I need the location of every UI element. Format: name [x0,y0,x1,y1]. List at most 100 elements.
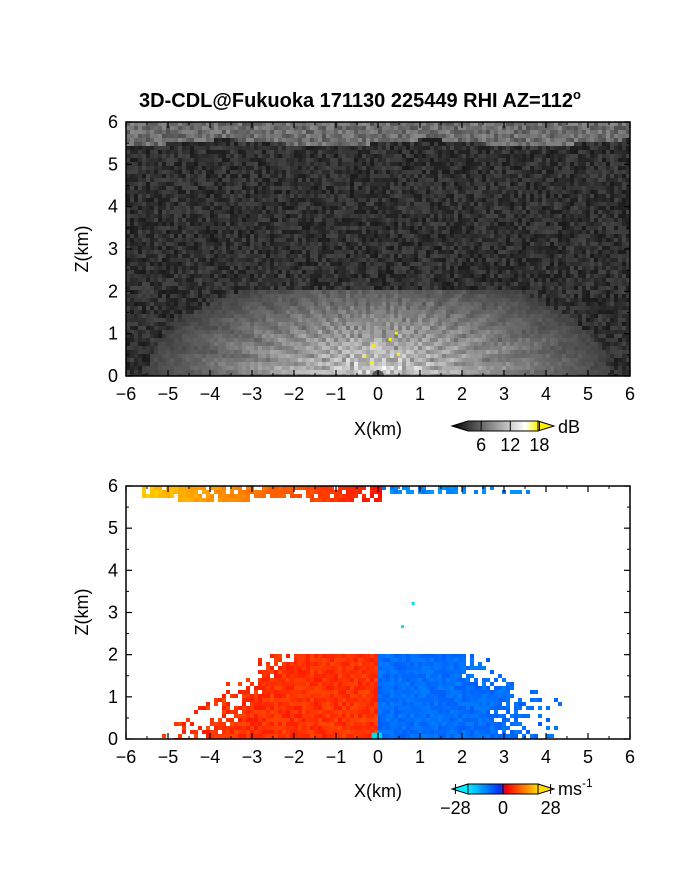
reflectivity-cell [618,210,622,214]
reflectivity-cell [142,154,146,158]
reflectivity-cell [202,126,206,130]
reflectivity-cell [322,226,326,230]
reflectivity-cell [446,158,450,162]
reflectivity-cell [486,174,490,178]
reflectivity-cell [586,230,590,234]
reflectivity-cell [518,130,522,134]
reflectivity-cell [446,206,450,210]
reflectivity-cell [242,278,246,282]
reflectivity-cell [162,246,166,250]
reflectivity-cell [570,250,574,254]
reflectivity-cell [298,150,302,154]
reflectivity-cell [394,186,398,190]
reflectivity-cell [206,234,210,238]
reflectivity-cell [466,270,470,274]
reflectivity-cell [462,202,466,206]
reflectivity-cell [146,162,150,166]
reflectivity-cell [334,130,338,134]
reflectivity-cell [250,182,254,186]
reflectivity-cell [586,142,590,146]
reflectivity-cell [282,174,286,178]
reflectivity-cell [242,158,246,162]
reflectivity-cell [366,182,370,186]
reflectivity-cell [514,190,518,194]
reflectivity-cell [246,178,250,182]
reflectivity-cell [270,178,274,182]
reflectivity-cell [330,206,334,210]
reflectivity-cell [178,262,182,266]
reflectivity-cell [458,266,462,270]
reflectivity-cell [166,158,170,162]
reflectivity-heatmap [126,122,630,376]
reflectivity-cell [582,134,586,138]
reflectivity-cell [398,278,402,282]
reflectivity-cell [602,178,606,182]
reflectivity-cell [426,266,430,270]
reflectivity-cell [454,210,458,214]
reflectivity-cell [414,274,418,278]
reflectivity-cell [266,146,270,150]
reflectivity-cell [258,190,262,194]
reflectivity-cell [258,206,262,210]
reflectivity-cell [494,202,498,206]
reflectivity-cell [194,246,198,250]
reflectivity-cell [398,238,402,242]
reflectivity-cell [134,174,138,178]
reflectivity-cell [138,142,142,146]
reflectivity-cell [178,154,182,158]
reflectivity-cell [330,182,334,186]
reflectivity-cell [454,146,458,150]
reflectivity-cell [226,122,230,126]
reflectivity-cell [474,250,478,254]
reflectivity-cell [502,206,506,210]
reflectivity-cell [222,234,226,238]
reflectivity-cell [246,250,250,254]
reflectivity-cell [430,194,434,198]
reflectivity-cell [314,202,318,206]
reflectivity-cell [394,234,398,238]
reflectivity-cell [446,130,450,134]
reflectivity-cell [210,258,214,262]
reflectivity-cell [594,234,598,238]
reflectivity-cell [178,190,182,194]
reflectivity-cell [270,234,274,238]
reflectivity-cell [510,150,514,154]
reflectivity-cell [218,266,222,270]
reflectivity-cell [490,242,494,246]
reflectivity-cell [366,130,370,134]
reflectivity-cell [434,238,438,242]
reflectivity-cell [370,258,374,262]
reflectivity-cell [322,258,326,262]
reflectivity-cell [586,226,590,230]
reflectivity-cell [218,218,222,222]
reflectivity-cell [574,174,578,178]
reflectivity-cell [390,178,394,182]
reflectivity-cell [274,130,278,134]
reflectivity-cell [326,190,330,194]
reflectivity-cell [366,262,370,266]
reflectivity-cell [214,202,218,206]
reflectivity-cell [618,246,622,250]
reflectivity-cell [270,254,274,258]
reflectivity-cell [198,262,202,266]
reflectivity-cell [422,170,426,174]
reflectivity-cell [154,250,158,254]
reflectivity-cell [226,274,230,278]
reflectivity-cell [202,234,206,238]
reflectivity-cell [506,146,510,150]
reflectivity-cell [134,266,138,270]
reflectivity-cell [342,266,346,270]
reflectivity-cell [502,190,506,194]
reflectivity-cell [146,222,150,226]
reflectivity-cell [562,230,566,234]
reflectivity-cell [430,206,434,210]
reflectivity-cell [150,134,154,138]
reflectivity-cell [450,198,454,202]
reflectivity-cell [578,206,582,210]
reflectivity-cell [294,174,298,178]
reflectivity-cell [386,146,390,150]
reflectivity-cell [386,270,390,274]
reflectivity-cell [290,138,294,142]
reflectivity-cell [146,150,150,154]
reflectivity-cell [414,270,418,274]
